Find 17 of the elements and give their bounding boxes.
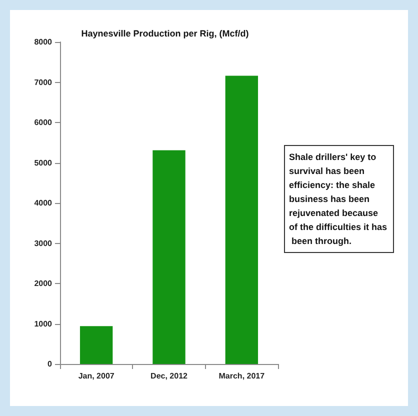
bar — [225, 76, 258, 364]
bar — [152, 150, 186, 364]
y-tick-label: 8000 — [34, 38, 53, 46]
chart-title: Haynesville Production per Rig, (Mcf/d) — [81, 28, 249, 38]
x-tick-label: Dec, 2012 — [150, 372, 188, 380]
y-tick-label: 5000 — [34, 158, 53, 168]
bar — [80, 326, 113, 364]
y-tick-label: 2000 — [34, 279, 53, 288]
x-tick-label: Jan, 2007 — [78, 372, 115, 380]
y-tick-label: 1000 — [34, 319, 53, 328]
y-tick-label: 7000 — [34, 78, 53, 87]
text: Shale drillers' key to survival has been efficiency: the shale business has been rejuvenated because of the difficulties it has been through. — [289, 152, 388, 246]
y-tick-label: 4000 — [34, 198, 53, 208]
y-tick-label: 6000 — [34, 118, 53, 127]
x-tick-label: March, 2017 — [218, 372, 266, 380]
y-tick-label: 0 — [48, 360, 53, 368]
y-tick-label: 3000 — [34, 238, 53, 248]
